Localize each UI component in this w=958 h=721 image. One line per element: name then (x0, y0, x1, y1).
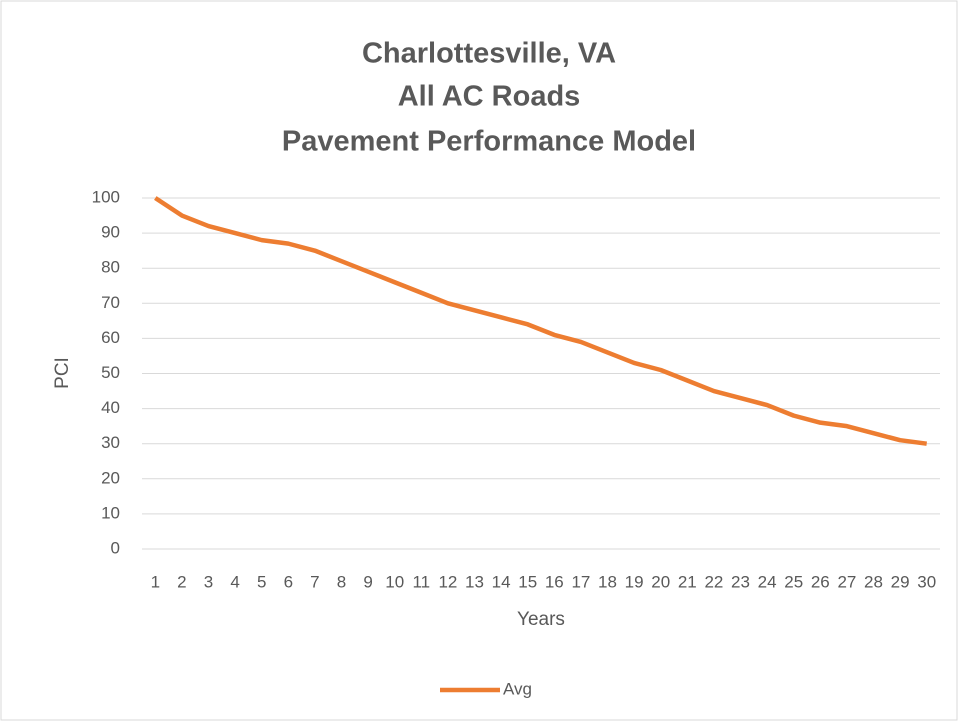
x-tick-label: 24 (758, 572, 777, 591)
chart-title: Pavement Performance Model (282, 126, 696, 158)
chart-title: Charlottesville, VA (362, 38, 616, 70)
x-tick-label: 11 (412, 572, 430, 591)
x-tick-label: 10 (385, 572, 404, 591)
x-tick-label: 1 (151, 572, 160, 591)
x-tick-label: 7 (310, 572, 319, 591)
x-tick-label: 19 (625, 572, 644, 591)
x-tick-label: 16 (545, 572, 564, 591)
x-tick-label: 21 (678, 572, 697, 591)
y-axis-label: PCI (52, 357, 73, 389)
x-tick-label: 26 (811, 572, 830, 591)
legend-label: Avg (503, 679, 532, 698)
x-tick-label: 8 (337, 572, 346, 591)
x-tick-label: 3 (204, 572, 213, 591)
x-tick-label: 6 (284, 572, 293, 591)
x-tick-label: 4 (230, 572, 239, 591)
y-tick-label: 30 (101, 433, 120, 452)
x-tick-label: 17 (571, 572, 590, 591)
x-tick-label: 28 (864, 572, 883, 591)
y-tick-label: 0 (111, 538, 120, 557)
x-tick-label: 23 (731, 572, 750, 591)
y-tick-label: 70 (101, 293, 120, 312)
y-tick-label: 100 (92, 187, 120, 206)
x-tick-label: 15 (518, 572, 537, 591)
x-tick-label: 22 (704, 572, 723, 591)
y-tick-label: 50 (101, 363, 120, 382)
y-tick-label: 40 (101, 398, 120, 417)
y-tick-label: 10 (101, 503, 120, 522)
x-tick-label: 9 (363, 572, 372, 591)
data-line (154, 196, 927, 446)
x-tick-label: 27 (837, 572, 856, 591)
chart-title: All AC Roads (398, 81, 581, 113)
x-tick-label: 5 (257, 572, 266, 591)
x-tick-label: 14 (492, 572, 511, 591)
x-axis-label: Years (517, 609, 565, 630)
x-tick-label: 30 (917, 572, 936, 591)
x-tick-label: 25 (784, 572, 803, 591)
y-tick-label: 60 (101, 328, 120, 347)
x-tick-label: 29 (891, 572, 910, 591)
y-tick-label: 80 (101, 258, 120, 277)
x-tick-label: 13 (465, 572, 484, 591)
y-tick-label: 20 (101, 468, 120, 487)
y-tick-label: 90 (101, 223, 120, 242)
x-tick-label: 18 (598, 572, 617, 591)
x-tick-label: 2 (177, 572, 186, 591)
x-tick-label: 12 (438, 572, 457, 591)
x-tick-label: 20 (651, 572, 670, 591)
